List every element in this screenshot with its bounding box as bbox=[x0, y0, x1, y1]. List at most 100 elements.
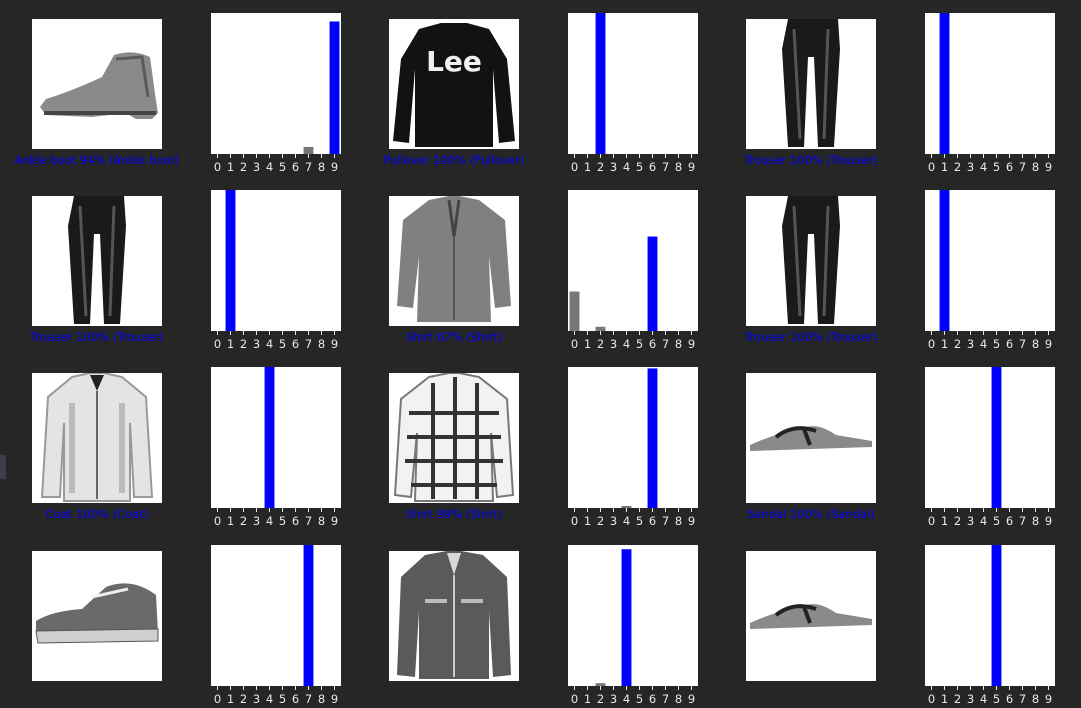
bar-9 bbox=[329, 21, 340, 155]
x-tick-label: 0 bbox=[928, 337, 935, 351]
sneaker-image bbox=[32, 551, 162, 681]
prediction-caption: Trouser 100% (Trouser) bbox=[30, 330, 164, 344]
x-tick-label: 6 bbox=[292, 514, 299, 528]
x-tick-label: 0 bbox=[571, 692, 578, 706]
prediction-caption: Pullover 100% (Pullover) bbox=[383, 153, 525, 167]
x-tick-label: 2 bbox=[597, 160, 604, 174]
x-tick-label: 1 bbox=[227, 514, 234, 528]
x-tick-label: 1 bbox=[584, 160, 591, 174]
x-tick-label: 9 bbox=[688, 514, 695, 528]
x-tick-label: 4 bbox=[980, 337, 987, 351]
x-tick-label: 9 bbox=[1045, 514, 1052, 528]
x-tick-label: 6 bbox=[292, 160, 299, 174]
x-tick-label: 5 bbox=[279, 514, 286, 528]
x-tick-label: 3 bbox=[967, 692, 974, 706]
x-tick-label: 3 bbox=[610, 337, 617, 351]
x-tick-label: 4 bbox=[266, 692, 273, 706]
x-tick-label: 1 bbox=[227, 337, 234, 351]
bar-4 bbox=[621, 549, 632, 686]
plot-area bbox=[568, 367, 698, 508]
x-tick-label: 8 bbox=[675, 337, 682, 351]
shirt-image bbox=[389, 196, 519, 326]
x-tick-label: 3 bbox=[253, 160, 260, 174]
x-tick-label: 1 bbox=[941, 160, 948, 174]
jacket-image bbox=[389, 551, 519, 681]
x-tick-label: 5 bbox=[636, 337, 643, 351]
x-tick-label: 3 bbox=[253, 514, 260, 528]
x-tick-label: 6 bbox=[1006, 160, 1013, 174]
x-tick-label: 8 bbox=[318, 692, 325, 706]
sandal-image bbox=[746, 373, 876, 503]
x-tick-label: 9 bbox=[688, 692, 695, 706]
x-tick-label: 0 bbox=[928, 692, 935, 706]
prediction-caption: Shirt 99% (Shirt) bbox=[406, 507, 502, 521]
x-tick-label: 8 bbox=[675, 692, 682, 706]
x-tick-label: 3 bbox=[967, 337, 974, 351]
x-tick-label: 5 bbox=[636, 692, 643, 706]
x-tick-label: 2 bbox=[954, 337, 961, 351]
x-tick-label: 6 bbox=[1006, 337, 1013, 351]
prediction-caption: Coat 100% (Coat) bbox=[45, 507, 149, 521]
x-tick-label: 7 bbox=[1019, 337, 1026, 351]
plot-area bbox=[568, 545, 698, 686]
x-tick-label: 7 bbox=[662, 692, 669, 706]
x-tick-label: 2 bbox=[240, 337, 247, 351]
x-tick-label: 7 bbox=[662, 337, 669, 351]
svg-text:Lee: Lee bbox=[426, 45, 482, 78]
x-tick-label: 0 bbox=[214, 160, 221, 174]
prediction-caption: Ankle boot 94% (Ankle boot) bbox=[14, 153, 180, 167]
plot-area bbox=[568, 13, 698, 154]
x-tick-label: 8 bbox=[318, 337, 325, 351]
bar-5 bbox=[991, 545, 1002, 686]
x-tick-label: 1 bbox=[227, 692, 234, 706]
plot-area bbox=[925, 367, 1055, 508]
x-tick-label: 5 bbox=[279, 692, 286, 706]
x-tick-label: 0 bbox=[214, 337, 221, 351]
x-tick-label: 1 bbox=[584, 337, 591, 351]
x-tick-label: 2 bbox=[240, 160, 247, 174]
sandal-image bbox=[746, 551, 876, 681]
x-tick-label: 1 bbox=[227, 160, 234, 174]
x-tick-label: 7 bbox=[305, 337, 312, 351]
x-tick-label: 9 bbox=[331, 160, 338, 174]
x-tick-label: 0 bbox=[571, 337, 578, 351]
x-tick-label: 5 bbox=[993, 337, 1000, 351]
x-tick-label: 7 bbox=[305, 160, 312, 174]
x-tick-label: 6 bbox=[649, 514, 656, 528]
x-tick-label: 0 bbox=[928, 160, 935, 174]
bar-2 bbox=[595, 326, 606, 331]
x-tick-label: 8 bbox=[675, 514, 682, 528]
x-tick-label: 4 bbox=[623, 692, 630, 706]
x-tick-label: 7 bbox=[305, 692, 312, 706]
x-tick-label: 8 bbox=[1032, 160, 1039, 174]
bar-7 bbox=[303, 545, 314, 686]
plot-area bbox=[211, 545, 341, 686]
x-tick-label: 4 bbox=[623, 514, 630, 528]
x-tick-label: 2 bbox=[597, 514, 604, 528]
bar-0 bbox=[569, 291, 580, 331]
x-tick-label: 2 bbox=[597, 692, 604, 706]
plot-area bbox=[568, 190, 698, 331]
pullover-image: Lee bbox=[389, 19, 519, 149]
x-tick-label: 1 bbox=[941, 337, 948, 351]
bar-1 bbox=[939, 190, 950, 331]
plot-area bbox=[211, 13, 341, 154]
x-tick-label: 1 bbox=[941, 692, 948, 706]
x-tick-label: 2 bbox=[954, 692, 961, 706]
bar-6 bbox=[647, 368, 658, 508]
x-tick-label: 4 bbox=[980, 692, 987, 706]
bar-4 bbox=[264, 367, 275, 508]
x-tick-label: 3 bbox=[253, 692, 260, 706]
x-tick-label: 9 bbox=[1045, 160, 1052, 174]
x-tick-label: 7 bbox=[1019, 514, 1026, 528]
x-tick-label: 3 bbox=[967, 160, 974, 174]
coat-image bbox=[32, 373, 162, 503]
x-tick-label: 5 bbox=[993, 160, 1000, 174]
plaid-shirt-image bbox=[389, 373, 519, 503]
